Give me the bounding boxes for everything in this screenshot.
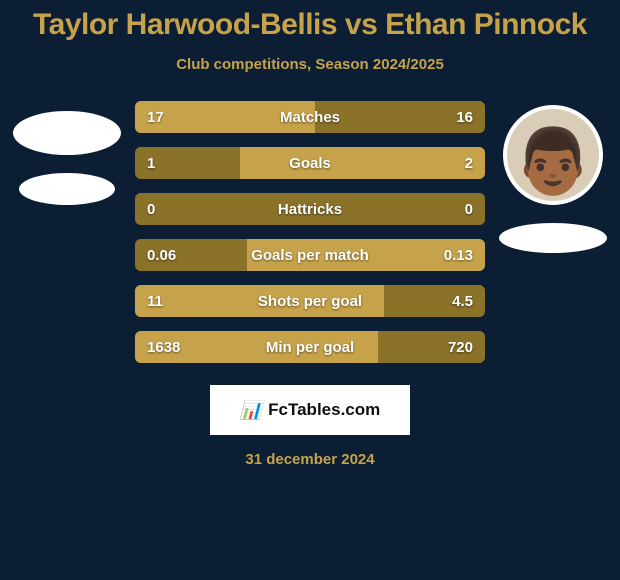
chart-icon: 📊: [240, 400, 262, 421]
player-left-column: [13, 101, 121, 205]
stat-value-left: 0: [135, 201, 240, 218]
player-right-avatar: 👨🏾: [503, 105, 603, 205]
page-title: Taylor Harwood-Bellis vs Ethan Pinnock: [0, 8, 620, 42]
stat-value-right: 0.13: [380, 247, 485, 264]
player-right-team-placeholder: [499, 223, 607, 253]
stat-label: Goals: [240, 155, 380, 172]
footer-logo: 📊 FcTables.com: [210, 385, 410, 435]
stat-value-left: 1: [135, 155, 240, 172]
comparison-card: Taylor Harwood-Bellis vs Ethan Pinnock C…: [0, 0, 620, 580]
content-row: 17Matches16 1Goals2 0Hattricks0 0.06Goals p…: [0, 101, 620, 363]
stat-value-right: 16: [380, 109, 485, 126]
stat-label: Matches: [240, 109, 380, 126]
stats-column: 17Matches16 1Goals2 0Hattricks0 0.06Goals p…: [135, 101, 485, 363]
stat-label: Goals per match: [240, 247, 380, 264]
stat-bar: 0Hattricks0: [135, 193, 485, 225]
footer-date: 31 december 2024: [0, 451, 620, 468]
stat-value-right: 720: [380, 339, 485, 356]
stat-value-left: 1638: [135, 339, 240, 356]
stat-label: Min per goal: [240, 339, 380, 356]
stat-value-left: 11: [135, 293, 240, 310]
stat-bar: 11Shots per goal4.5: [135, 285, 485, 317]
footer-logo-text: FcTables.com: [268, 400, 380, 420]
player-right-column: 👨🏾: [499, 101, 607, 253]
stat-bar: 17Matches16: [135, 101, 485, 133]
subtitle: Club competitions, Season 2024/2025: [0, 56, 620, 73]
stat-bar: 1Goals2: [135, 147, 485, 179]
stat-value-right: 2: [380, 155, 485, 172]
stat-label: Hattricks: [240, 201, 380, 218]
stat-value-left: 17: [135, 109, 240, 126]
stat-value-right: 0: [380, 201, 485, 218]
face-icon: 👨🏾: [513, 129, 593, 193]
stat-value-left: 0.06: [135, 247, 240, 264]
stat-bar: 0.06Goals per match0.13: [135, 239, 485, 271]
stat-value-right: 4.5: [380, 293, 485, 310]
stat-bar: 1638Min per goal720: [135, 331, 485, 363]
player-left-avatar-placeholder: [13, 111, 121, 155]
player-left-avatar-area: [13, 105, 121, 205]
stat-label: Shots per goal: [240, 293, 380, 310]
player-left-team-placeholder: [19, 173, 115, 205]
